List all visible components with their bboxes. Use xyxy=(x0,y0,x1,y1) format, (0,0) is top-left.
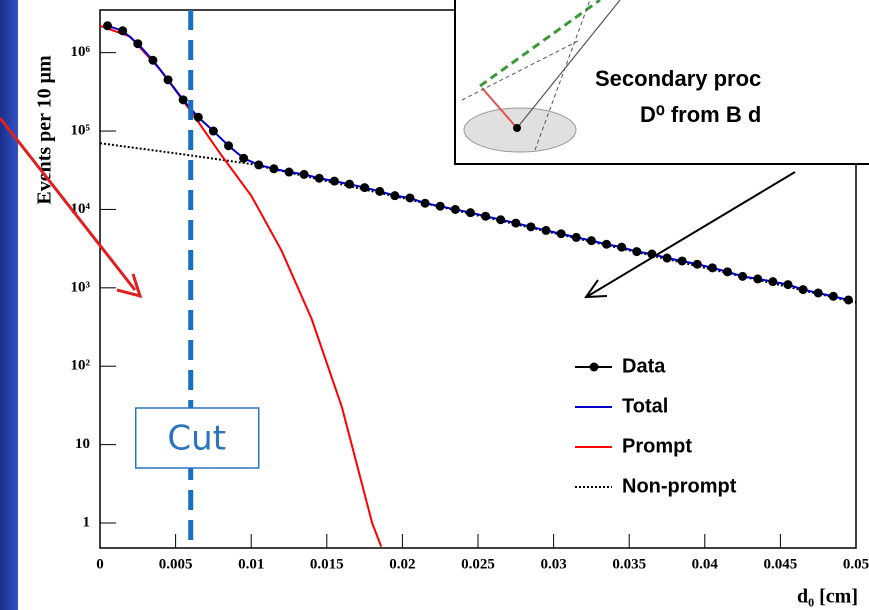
y-tick-label: 10³ xyxy=(71,279,91,295)
data-point xyxy=(799,285,808,294)
data-point xyxy=(103,21,112,30)
x-tick-label: 0.015 xyxy=(310,556,344,572)
data-point xyxy=(481,212,490,221)
inset: Secondary proc D⁰ from B d xyxy=(455,0,869,164)
cut-label: Cut xyxy=(167,419,226,459)
chart: Events per 10 μm d₀ [cm] 00.0050.010.015… xyxy=(0,0,869,610)
x-tick-label: 0.04 xyxy=(692,556,719,572)
data-point xyxy=(526,222,535,231)
data-point xyxy=(133,39,142,48)
data-point xyxy=(602,240,611,249)
data-point xyxy=(148,56,157,65)
data-point xyxy=(436,202,445,211)
legend-label: Prompt xyxy=(622,435,692,457)
inset-vertex xyxy=(513,124,521,132)
data-point xyxy=(557,229,566,238)
data-point xyxy=(496,215,505,224)
data-point xyxy=(829,292,838,301)
data-point xyxy=(345,180,354,189)
data-point xyxy=(542,226,551,235)
inset-text: D⁰ from B d xyxy=(640,102,761,127)
data-point xyxy=(300,170,309,179)
data-point xyxy=(768,277,777,286)
data-point xyxy=(164,75,173,84)
data-point xyxy=(738,272,747,281)
data-point xyxy=(617,243,626,252)
data-point xyxy=(315,174,324,183)
y-tick-label: 10⁵ xyxy=(71,122,91,138)
y-tick-label: 10 xyxy=(75,436,90,452)
data-point xyxy=(783,280,792,289)
data-point xyxy=(269,164,278,173)
data-point xyxy=(224,141,233,150)
data-point xyxy=(663,254,672,263)
legend-label: Data xyxy=(622,355,666,377)
data-point xyxy=(239,154,248,163)
data-point xyxy=(708,263,717,272)
x-tick-label: 0.035 xyxy=(612,556,646,572)
data-point xyxy=(118,26,127,35)
x-tick-label: 0.02 xyxy=(389,556,415,572)
data-point xyxy=(587,236,596,245)
y-tick-label: 10² xyxy=(71,358,91,374)
slide-strip xyxy=(0,0,18,610)
legend-label: Non-prompt xyxy=(622,475,737,497)
data-point xyxy=(466,208,475,217)
data-point xyxy=(285,168,294,177)
legend-label: Total xyxy=(622,395,668,417)
x-tick-label: 0.045 xyxy=(764,556,798,572)
data-point xyxy=(632,247,641,256)
x-tick-label: 0 xyxy=(96,556,104,572)
y-tick-label: 10⁶ xyxy=(71,44,91,60)
data-point xyxy=(179,95,188,104)
data-point xyxy=(814,288,823,297)
x-tick-label: 0.005 xyxy=(159,556,193,572)
data-point xyxy=(678,256,687,265)
data-point xyxy=(375,187,384,196)
x-axis-title: d₀ [cm] xyxy=(797,586,858,608)
data-point xyxy=(723,267,732,276)
data-point xyxy=(360,183,369,192)
data-point xyxy=(572,233,581,242)
x-tick-label: 0.01 xyxy=(238,556,264,572)
data-point xyxy=(693,260,702,269)
data-point xyxy=(511,219,520,228)
data-point xyxy=(844,295,853,304)
legend-marker xyxy=(590,363,599,372)
data-point xyxy=(330,177,339,186)
x-tick-label: 0.025 xyxy=(461,556,495,572)
data-point xyxy=(254,160,263,169)
data-point xyxy=(421,199,430,208)
y-tick-label: 1 xyxy=(83,514,91,530)
data-point xyxy=(753,274,762,283)
x-tick-label: 0.03 xyxy=(540,556,566,572)
data-point xyxy=(405,193,414,202)
data-point xyxy=(390,191,399,200)
y-tick-label: 10⁴ xyxy=(71,201,91,217)
inset-text: Secondary proc xyxy=(595,66,761,91)
x-tick-label: 0.05 xyxy=(843,556,869,572)
data-point xyxy=(451,205,460,214)
data-point xyxy=(194,113,203,122)
data-point xyxy=(209,127,218,136)
